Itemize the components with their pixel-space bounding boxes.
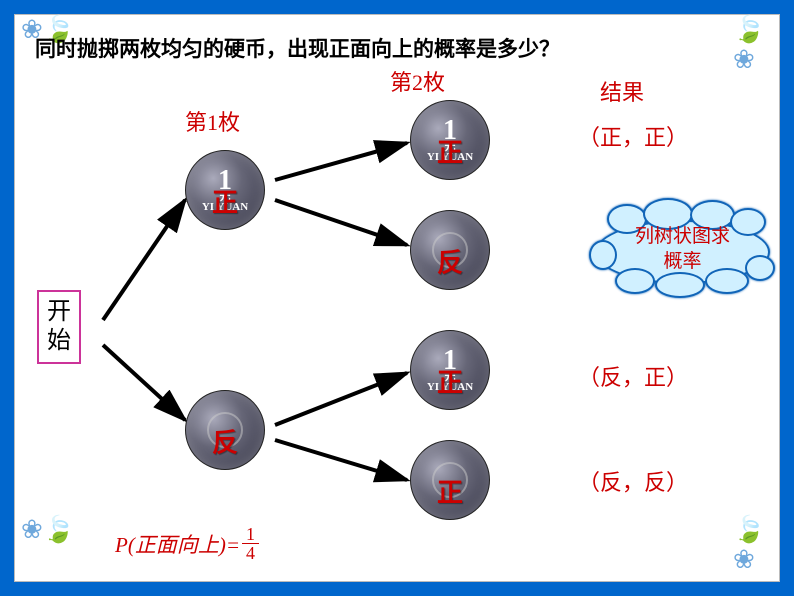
- coin-1-tails: 反: [185, 390, 265, 470]
- probability-label: P(正面向上)=: [115, 529, 240, 559]
- flower-icon: ❀🍃: [21, 515, 75, 545]
- coin-2-tails-1: 反: [410, 210, 490, 290]
- slide-canvas: ❀🍃 🍃❀ ❀🍃 🍃❀ 同时抛掷两枚均匀的硬币，出现正面向上的概率是多少？ 第1…: [14, 14, 780, 582]
- header-result: 结果: [600, 75, 644, 107]
- coin-overlay-zheng: 正: [212, 183, 238, 220]
- tree-arrows: [15, 15, 781, 583]
- coin-2-heads-1: 1元YI YUAN 正: [410, 100, 490, 180]
- outcome-hh: （正，正）: [578, 120, 688, 152]
- coin-overlay-zheng: 正: [437, 473, 463, 510]
- probability-formula: P(正面向上)= 1 4: [115, 525, 259, 562]
- coin-overlay-fan: 反: [212, 423, 238, 460]
- header-coin2: 第2枚: [390, 65, 445, 97]
- cloud-callout: 列树状图求概率: [595, 210, 770, 290]
- coin-overlay-zheng: 正: [437, 133, 463, 170]
- outer-frame: ❀🍃 🍃❀ ❀🍃 🍃❀ 同时抛掷两枚均匀的硬币，出现正面向上的概率是多少？ 第1…: [0, 0, 794, 596]
- outcome-tt: （反，反）: [578, 465, 688, 497]
- numerator: 1: [242, 525, 259, 544]
- cloud-text: 列树状图求概率: [595, 225, 770, 274]
- coin-overlay-fan: 反: [437, 243, 463, 280]
- coin-overlay-zheng: 正: [437, 363, 463, 400]
- denominator: 4: [242, 544, 259, 562]
- outcome-th: （反，正）: [578, 360, 688, 392]
- question-text: 同时抛掷两枚均匀的硬币，出现正面向上的概率是多少？: [35, 33, 560, 63]
- start-box: 开始: [37, 290, 81, 364]
- coin-2-heads-2: 1元YI YUAN 正: [410, 330, 490, 410]
- start-label: 开始: [47, 299, 71, 354]
- coin-1-heads: 1元YI YUAN 正: [185, 150, 265, 230]
- header-coin1: 第1枚: [185, 105, 240, 137]
- coin-2-tails-2: 正: [410, 440, 490, 520]
- fraction: 1 4: [242, 525, 259, 562]
- flower-icon: 🍃❀: [733, 515, 779, 575]
- flower-icon: 🍃❀: [733, 15, 779, 75]
